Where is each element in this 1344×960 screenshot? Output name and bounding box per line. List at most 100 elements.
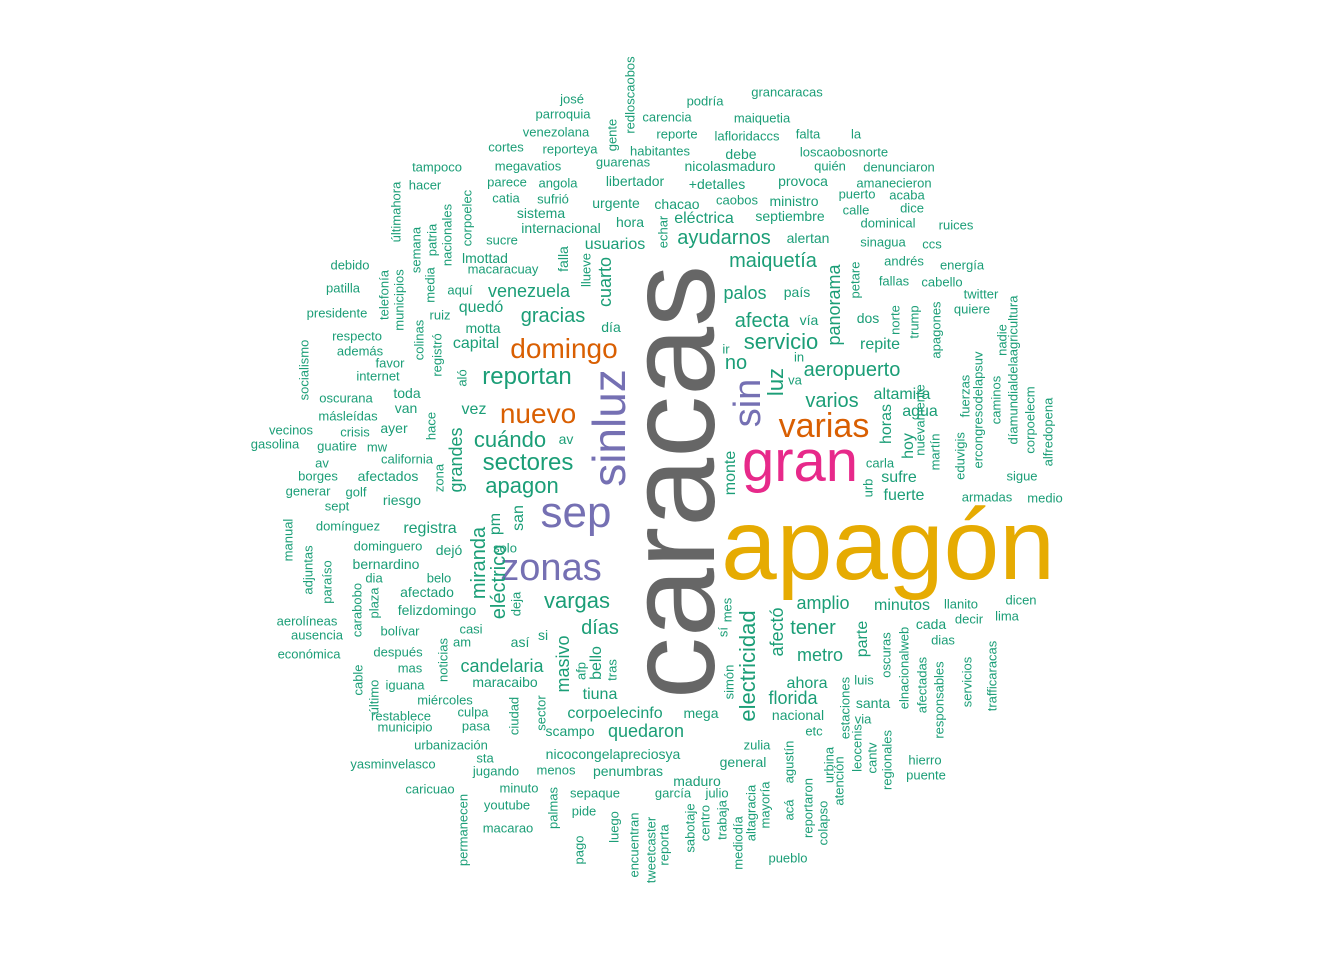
- word-armadas: armadas: [961, 489, 1013, 505]
- word-lima: lima: [995, 608, 1019, 624]
- word-reporteya: reporteya: [542, 141, 598, 157]
- word-masivo: masivo: [553, 635, 573, 693]
- word-dominguez: domínguez: [315, 518, 381, 534]
- word-medio: medio: [1027, 490, 1063, 506]
- word-calle: calle: [842, 202, 870, 218]
- word-culpa: culpa: [457, 704, 489, 720]
- word-hacer: hacer: [408, 177, 442, 193]
- word-redloscaobos: redloscaobos: [622, 56, 638, 134]
- word-diamundialdelaagricultura: díamundialdelaagricultura: [1005, 295, 1021, 445]
- word-responsables: responsables: [931, 661, 947, 739]
- word-san: san: [510, 505, 527, 531]
- word-paraiso: paraíso: [319, 560, 335, 604]
- word-si1: si: [537, 627, 549, 643]
- word-gran: gran: [741, 429, 859, 494]
- word-bolivar: bolívar: [380, 623, 420, 639]
- word-gasolina: gasolina: [250, 436, 300, 452]
- word-varias: varias: [778, 407, 870, 445]
- word-carencia: carencia: [642, 109, 692, 125]
- word-simon: simón: [721, 664, 737, 700]
- word-electricidad: electricidad: [735, 610, 760, 722]
- word-si2: sí: [715, 626, 731, 638]
- word-caminos: caminos: [988, 375, 1004, 425]
- word-garcia: garcía: [654, 785, 692, 801]
- word-provoca: provoca: [778, 173, 828, 189]
- word-pago: pago: [571, 835, 587, 865]
- word-eduvigis: eduvigis: [952, 432, 968, 480]
- word-va: va: [788, 372, 802, 388]
- word-casi: casi: [459, 621, 483, 637]
- word-oscurana: oscurana: [319, 390, 373, 406]
- word-libertador: libertador: [605, 173, 665, 189]
- word-afectadas: afectadas: [914, 656, 930, 714]
- word-quien: quién: [814, 158, 846, 174]
- word-felizdomingo: felizdomingo: [397, 602, 477, 618]
- word-regionales: regionales: [879, 730, 895, 790]
- word-venezolana: venezolana: [522, 124, 590, 140]
- word-cable: cable: [350, 664, 366, 696]
- word-gracias: gracias: [520, 305, 586, 327]
- word-minutos: minutos: [873, 597, 931, 614]
- word-patilla: patilla: [326, 280, 360, 296]
- word-puente: puente: [906, 767, 946, 783]
- word-municipios: municipios: [391, 269, 407, 331]
- word-nicolasmaduro: nicolasmaduro: [684, 158, 776, 174]
- word-no: no: [724, 352, 748, 374]
- word-ruices: ruices: [938, 217, 974, 233]
- word-florida: florida: [768, 688, 818, 708]
- word-afecto: afectó: [767, 607, 787, 657]
- word-media: media: [422, 267, 438, 303]
- word-maiquetia: maiquetía: [729, 250, 817, 272]
- word-debe: debe: [725, 146, 757, 162]
- word-podria: podría: [686, 93, 724, 109]
- word-sucre: sucre: [486, 232, 518, 248]
- word-macaracuay: macaracuay: [467, 261, 539, 277]
- word-ayer: ayer: [380, 420, 408, 436]
- word-trabaja: trabaja: [714, 800, 730, 840]
- word-horas: horas: [878, 403, 895, 445]
- word-sigue: sigue: [1006, 468, 1038, 484]
- word-guarenas: guarenas: [595, 154, 651, 170]
- word-pueblo: pueblo: [768, 850, 808, 866]
- word-apagones: apagones: [928, 301, 944, 359]
- word-dia1: día: [601, 319, 621, 335]
- word-jugando: jugando: [472, 763, 520, 779]
- word-parece: parece: [487, 174, 527, 190]
- word-permanecen: permanecen: [455, 793, 471, 867]
- word-cada: cada: [915, 616, 947, 632]
- word-chacao: chacao: [654, 196, 700, 212]
- word-minuto: minuto: [499, 780, 539, 796]
- word-cuando: cuándo: [473, 427, 547, 452]
- word-monte: monte: [722, 450, 739, 496]
- word-luego: luego: [606, 811, 622, 843]
- word-reporta: reporta: [656, 824, 672, 866]
- word-detalles: +detalles: [688, 176, 746, 192]
- word-guatire: guatire: [317, 438, 357, 454]
- word-cortes: cortes: [488, 139, 524, 155]
- word-registra: registra: [403, 520, 457, 537]
- word-socialismo: socialismo: [296, 339, 312, 401]
- word-municipio: municipio: [377, 719, 433, 735]
- word-palos: palos: [723, 283, 767, 303]
- word-urgente: urgente: [592, 195, 640, 211]
- word-andres: andrés: [884, 253, 924, 269]
- word-apagon: apagon: [485, 473, 559, 498]
- word-dicen: dicen: [1005, 592, 1037, 608]
- word-amplio: amplio: [796, 593, 850, 613]
- word-debido: debido: [330, 257, 370, 273]
- word-maiquetia2: maiquetia: [733, 110, 791, 126]
- word-riesgo: riesgo: [382, 492, 422, 508]
- word-sinluz: sinluz: [583, 369, 635, 487]
- word-sta: sta: [476, 750, 494, 766]
- word-carabobo: carabobo: [349, 582, 365, 638]
- word-encuentran: encuentran: [626, 812, 642, 878]
- word-centro: centro: [697, 804, 713, 842]
- word-luz: luz: [763, 367, 788, 397]
- word-reportaron: reportaron: [800, 778, 816, 838]
- word-toda: toda: [393, 385, 421, 401]
- word-van: van: [394, 400, 418, 416]
- word-martin: martín: [927, 433, 943, 471]
- word-tampoco: tampoco: [412, 159, 462, 175]
- word-parte: parte: [854, 620, 871, 658]
- word-sepaque: sepaque: [570, 785, 620, 801]
